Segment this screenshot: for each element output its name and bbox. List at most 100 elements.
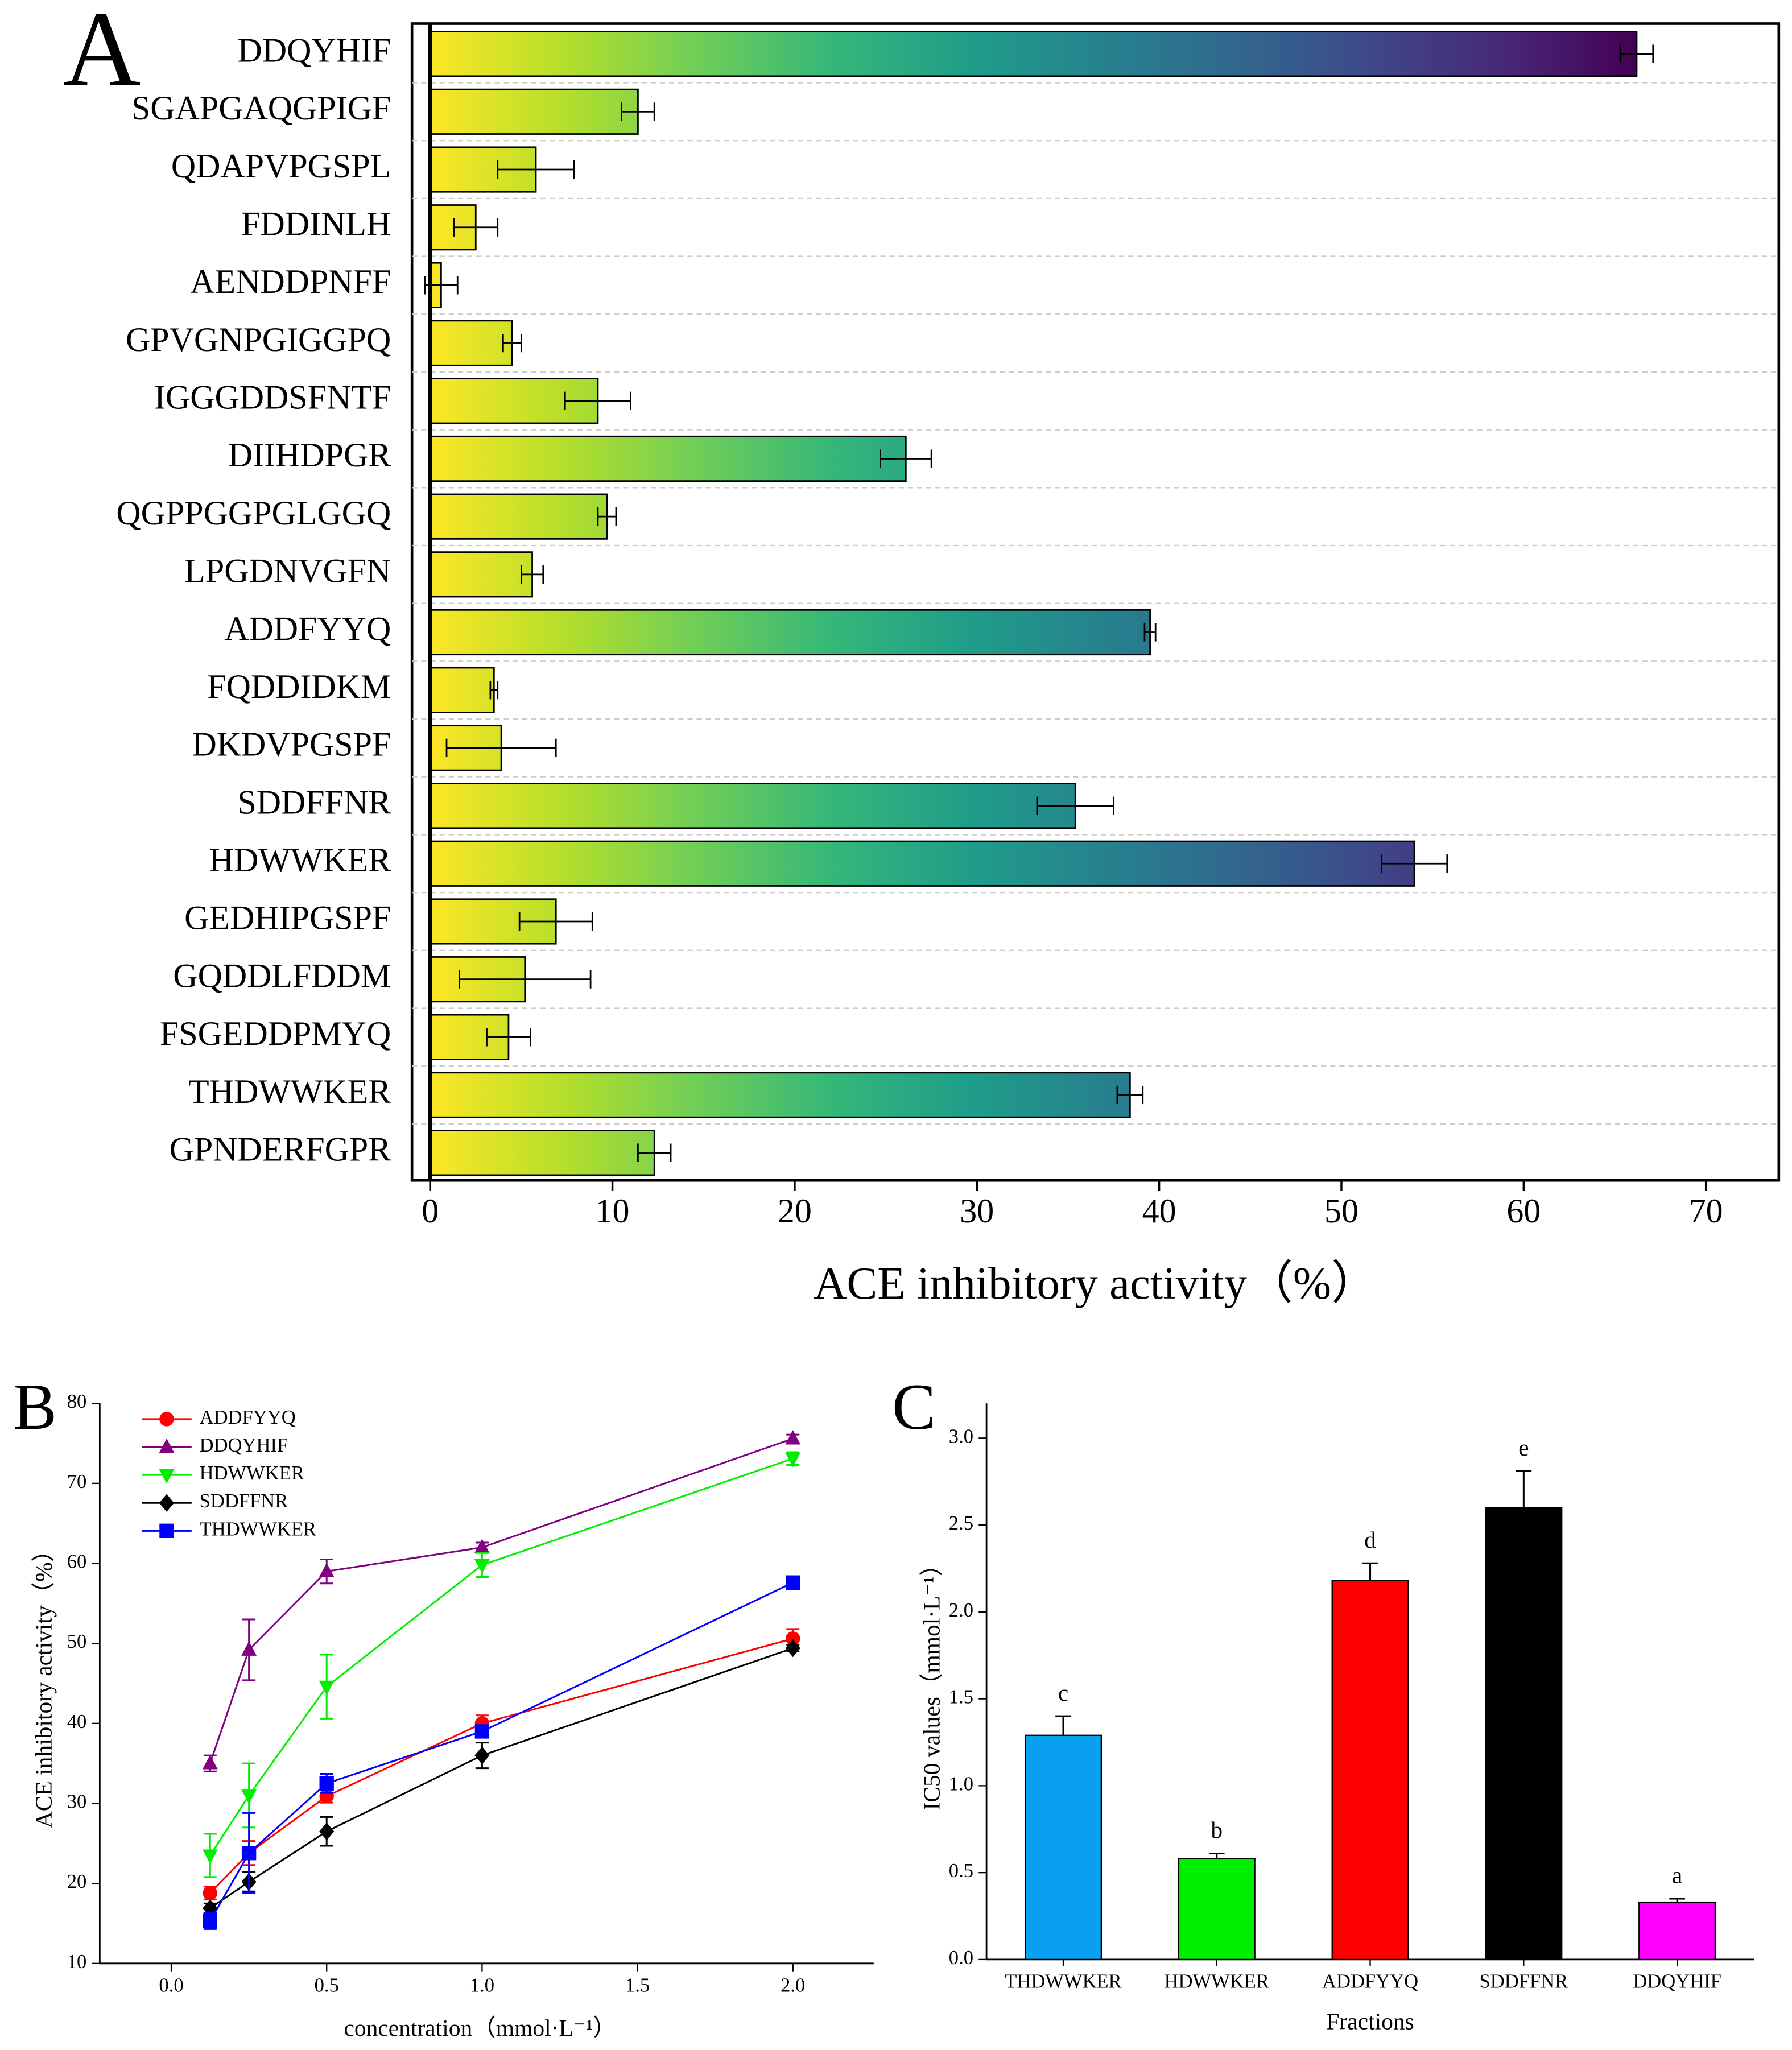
series-line: [209, 1437, 794, 1764]
bar: [429, 31, 1638, 77]
x-tick-label: SDDFFNR: [1480, 1970, 1569, 1992]
error-bar: [453, 218, 499, 237]
y-tick-label: 3.0: [949, 1425, 973, 1447]
y-tick-label: 20: [67, 1871, 87, 1892]
error-bar: [1669, 1898, 1685, 1903]
error-bar: [621, 102, 655, 121]
x-tick-label: 20: [778, 1192, 812, 1230]
category-label: DDQYHIF: [238, 31, 391, 69]
legend-marker: [159, 1523, 174, 1539]
y-axis-title: ACE inhibitory activity（%）: [30, 1539, 56, 1828]
marker: [785, 1429, 801, 1445]
y-axis-title: IC50 values（mmol·L⁻¹）: [918, 1553, 944, 1811]
category-label: FDDINLH: [241, 205, 391, 242]
category-label: FQDDIDKM: [207, 668, 391, 705]
category-label: FSGEDDPMYQ: [160, 1015, 391, 1052]
bar-annotation: c: [1058, 1680, 1068, 1706]
bar: [1485, 1507, 1563, 1961]
y-tick-label: 50: [67, 1631, 87, 1652]
y-tick-label: 0.5: [949, 1860, 973, 1882]
error-bar: [459, 970, 592, 989]
y-tick-label: 80: [67, 1391, 87, 1412]
series-line: [209, 1581, 794, 1922]
bar: [429, 435, 907, 482]
legend-label: HDWWKER: [200, 1462, 305, 1484]
x-tick-label: 0.0: [159, 1974, 183, 1996]
bar: [1331, 1580, 1409, 1961]
x-tick-label: HDWWKER: [1165, 1970, 1270, 1992]
error-bar: [1381, 854, 1448, 873]
error-bar: [1116, 1085, 1144, 1105]
category-label: DIIHDPGR: [228, 436, 391, 474]
y-tick-label: 2.5: [949, 1512, 973, 1534]
error-bar: [489, 681, 499, 700]
category-label: IGGGDDSFNTF: [154, 379, 391, 416]
category-label: AENDDPNFF: [190, 263, 391, 300]
error-bar: [1362, 1562, 1378, 1581]
series-line: [209, 1638, 794, 1894]
bar: [429, 1130, 655, 1176]
marker: [319, 1680, 335, 1696]
category-label: DKDVPGSPF: [192, 726, 391, 763]
error-bar: [486, 1028, 531, 1047]
marker: [319, 1822, 335, 1841]
marker: [203, 1886, 218, 1900]
plot-frame: [410, 22, 1781, 1182]
bar: [429, 551, 533, 598]
x-tick-label: 40: [1142, 1192, 1176, 1230]
category-label: SGAPGAQGPIGF: [131, 89, 391, 127]
y-tick-label: 30: [67, 1791, 87, 1812]
legend-marker: [159, 1494, 174, 1512]
error-bar: [1208, 1853, 1225, 1859]
legend-marker: [159, 1412, 174, 1427]
legend-label: ADDFYYQ: [200, 1407, 296, 1428]
marker: [319, 1776, 334, 1791]
x-tick-label: 2.0: [781, 1974, 805, 1996]
error-bar: [880, 449, 932, 468]
marker: [786, 1575, 800, 1590]
bar-annotation: e: [1518, 1435, 1529, 1461]
bar-annotation: d: [1364, 1527, 1376, 1553]
x-tick-label: 0: [422, 1192, 439, 1230]
error-bar: [497, 160, 575, 179]
category-label: QDAPVPGSPL: [171, 147, 391, 185]
x-tick-label: THDWWKER: [1005, 1970, 1122, 1992]
error-bar: [1036, 796, 1114, 815]
bar: [1638, 1901, 1716, 1961]
marker: [474, 1559, 490, 1574]
category-label: ADDFYYQ: [224, 610, 391, 647]
x-tick-label: 50: [1324, 1192, 1359, 1230]
y-tick-label: 1.5: [949, 1687, 973, 1708]
x-axis-title: ACE inhibitory activity（%）: [814, 1258, 1377, 1309]
panel-label: B: [13, 1370, 57, 1443]
legend-label: DDQYHIF: [200, 1435, 288, 1456]
error-bar: [1143, 623, 1157, 642]
x-tick-label: DDQYHIF: [1633, 1970, 1721, 1992]
error-bar: [1516, 1470, 1532, 1508]
bar: [429, 782, 1076, 829]
axes: [98, 1403, 874, 1965]
x-tick-label: 60: [1506, 1192, 1541, 1230]
x-tick-label: 1.5: [625, 1974, 650, 1996]
legend-marker: [159, 1469, 175, 1484]
legend-marker: [159, 1438, 175, 1453]
bar: [1024, 1734, 1103, 1961]
marker: [785, 1452, 801, 1468]
category-label: LPGDNVGFN: [184, 552, 391, 590]
category-label: GEDHIPGSPF: [184, 899, 391, 937]
error-bar: [637, 1143, 672, 1162]
y-tick-label: 10: [67, 1951, 87, 1973]
marker: [203, 1913, 218, 1928]
error-bar: [1619, 44, 1654, 63]
category-label: GPVGNPGIGGPQ: [126, 321, 391, 358]
bar: [429, 840, 1415, 887]
category-label: QGPPGGPGLGGQ: [116, 494, 391, 532]
bar: [429, 88, 639, 135]
x-tick-label: 0.5: [315, 1974, 339, 1996]
error-bar: [520, 565, 544, 584]
y-tick-label: 40: [67, 1711, 87, 1733]
error-bar: [445, 738, 557, 758]
error-bar: [564, 391, 631, 410]
marker: [474, 1746, 490, 1764]
